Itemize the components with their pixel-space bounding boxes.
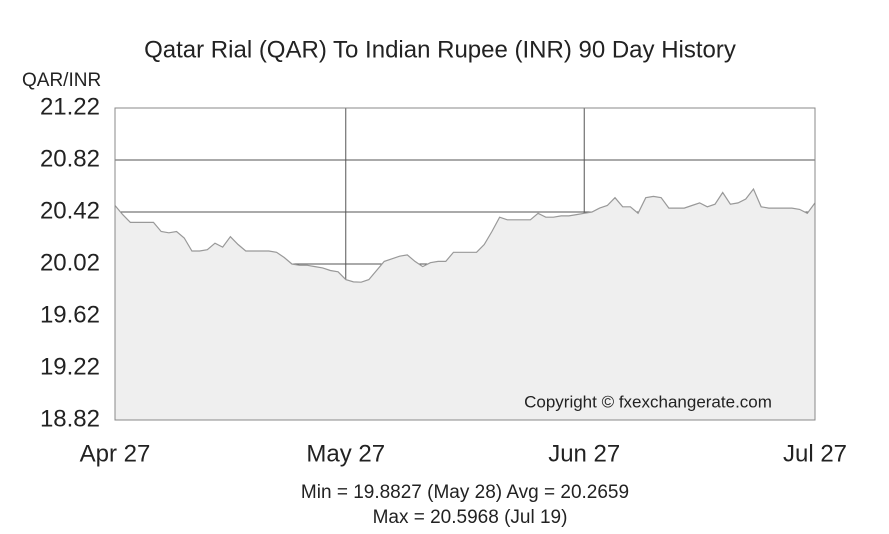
x-tick-label: Apr 27 bbox=[80, 440, 151, 467]
y-tick-label: 19.22 bbox=[40, 353, 100, 380]
area bbox=[115, 189, 815, 420]
line bbox=[114, 187, 816, 283]
y-tick-label: 20.82 bbox=[40, 145, 100, 172]
y-axis-label: QAR/INR bbox=[22, 70, 101, 91]
y-tick-label: 20.42 bbox=[40, 197, 100, 224]
y-tick-label: 21.22 bbox=[40, 93, 100, 120]
y-tick-label: 20.02 bbox=[40, 249, 100, 276]
x-tick-label: May 27 bbox=[306, 440, 385, 467]
stats-line: Max = 20.5968 (Jul 19) bbox=[373, 507, 568, 528]
x-tick-label: Jul 27 bbox=[783, 440, 847, 467]
chart-title: Qatar Rial (QAR) To Indian Rupee (INR) 9… bbox=[144, 36, 736, 63]
y-tick-label: 18.82 bbox=[40, 405, 100, 432]
copyright: Copyright © fxexchangerate.com bbox=[524, 392, 772, 411]
plot bbox=[114, 107, 816, 421]
plot-border bbox=[114, 107, 816, 421]
x-tick-label: Jun 27 bbox=[548, 440, 620, 467]
stats-line: Min = 19.8827 (May 28) Avg = 20.2659 bbox=[301, 482, 629, 503]
y-tick-label: 19.62 bbox=[40, 301, 100, 328]
